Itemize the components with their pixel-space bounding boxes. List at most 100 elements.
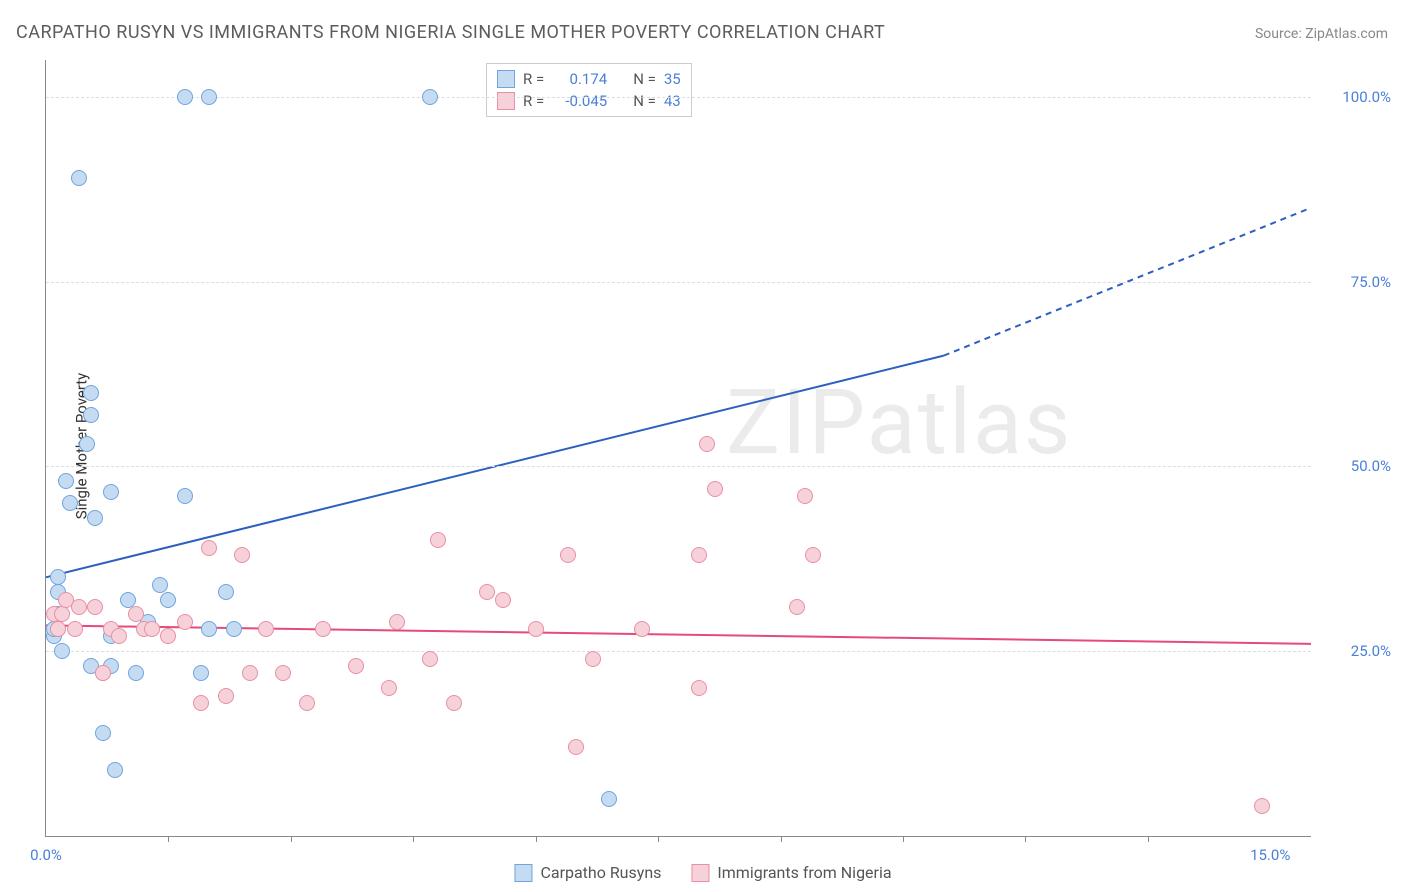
data-point: [797, 488, 813, 504]
plot-area: ZIPatlas R =0.174N =35R =-0.045N =43 25.…: [45, 60, 1311, 837]
data-point: [83, 385, 99, 401]
data-point: [71, 170, 87, 186]
data-point: [95, 725, 111, 741]
data-point: [691, 680, 707, 696]
data-point: [71, 599, 87, 615]
data-point: [422, 651, 438, 667]
data-point: [446, 695, 462, 711]
data-point: [95, 665, 111, 681]
data-point: [707, 481, 723, 497]
data-point: [67, 621, 83, 637]
data-point: [381, 680, 397, 696]
x-tick-mark: [168, 836, 169, 842]
data-point: [560, 547, 576, 563]
data-point: [50, 569, 66, 585]
data-point: [218, 688, 234, 704]
data-point: [103, 484, 119, 500]
legend-swatch: [514, 864, 532, 882]
x-tick-mark: [413, 836, 414, 842]
data-point: [430, 532, 446, 548]
stats-r-value: 0.174: [552, 70, 607, 88]
data-point: [107, 762, 123, 778]
data-point: [160, 628, 176, 644]
data-point: [275, 665, 291, 681]
data-point: [177, 89, 193, 105]
stats-n-value: 35: [664, 70, 681, 88]
stats-r-label: R =: [523, 92, 544, 110]
gridline: [46, 651, 1311, 652]
data-point: [348, 658, 364, 674]
y-tick-label: 25.0%: [1321, 642, 1391, 660]
data-point: [242, 665, 258, 681]
data-point: [193, 665, 209, 681]
data-point: [152, 577, 168, 593]
stats-swatch: [497, 70, 515, 88]
data-point: [601, 791, 617, 807]
stats-row: R = 0.174 N = 35: [497, 68, 681, 90]
data-point: [389, 614, 405, 630]
data-point: [805, 547, 821, 563]
gridline: [46, 466, 1311, 467]
data-point: [83, 407, 99, 423]
data-point: [495, 592, 511, 608]
data-point: [128, 606, 144, 622]
stats-n-label: N =: [633, 92, 656, 110]
x-tick-mark: [1025, 836, 1026, 842]
stats-n-label: N =: [633, 70, 656, 88]
data-point: [120, 592, 136, 608]
x-tick-mark: [1148, 836, 1149, 842]
trend-lines: [46, 60, 1311, 836]
x-tick-label: 15.0%: [1250, 846, 1290, 864]
data-point: [422, 89, 438, 105]
data-point: [201, 89, 217, 105]
stats-row: R = -0.045 N = 43: [497, 90, 681, 112]
data-point: [54, 643, 70, 659]
data-point: [201, 621, 217, 637]
data-point: [193, 695, 209, 711]
chart-source: Source: ZipAtlas.com: [1255, 26, 1388, 42]
gridline: [46, 282, 1311, 283]
legend-item: Immigrants from Nigeria: [691, 863, 891, 882]
data-point: [177, 488, 193, 504]
chart-title: CARPATHO RUSYN VS IMMIGRANTS FROM NIGERI…: [16, 22, 885, 43]
data-point: [62, 495, 78, 511]
legend-label: Carpatho Rusyns: [540, 863, 661, 882]
x-tick-mark: [658, 836, 659, 842]
data-point: [160, 592, 176, 608]
data-point: [144, 621, 160, 637]
data-point: [691, 547, 707, 563]
data-point: [634, 621, 650, 637]
x-tick-mark: [781, 836, 782, 842]
stats-r-value: -0.045: [552, 92, 607, 110]
data-point: [299, 695, 315, 711]
data-point: [87, 599, 103, 615]
data-point: [201, 540, 217, 556]
data-point: [258, 621, 274, 637]
bottom-legend: Carpatho Rusyns Immigrants from Nigeria: [514, 863, 891, 882]
legend-item: Carpatho Rusyns: [514, 863, 661, 882]
data-point: [234, 547, 250, 563]
data-point: [54, 606, 70, 622]
gridline: [46, 97, 1311, 98]
data-point: [789, 599, 805, 615]
data-point: [218, 584, 234, 600]
x-tick-mark: [536, 836, 537, 842]
stats-box: R = 0.174 N = 35 R = -0.045 N = 43: [486, 63, 692, 117]
y-tick-label: 50.0%: [1321, 457, 1391, 475]
data-point: [699, 436, 715, 452]
data-point: [79, 436, 95, 452]
x-tick-mark: [291, 836, 292, 842]
stats-n-value: 43: [664, 92, 681, 110]
data-point: [585, 651, 601, 667]
y-tick-label: 100.0%: [1321, 88, 1391, 106]
data-point: [1254, 798, 1270, 814]
data-point: [58, 473, 74, 489]
legend-label: Immigrants from Nigeria: [717, 863, 891, 882]
data-point: [315, 621, 331, 637]
stats-swatch: [497, 92, 515, 110]
data-point: [226, 621, 242, 637]
data-point: [568, 739, 584, 755]
x-tick-mark: [903, 836, 904, 842]
stats-r-label: R =: [523, 70, 544, 88]
y-tick-label: 75.0%: [1321, 273, 1391, 291]
